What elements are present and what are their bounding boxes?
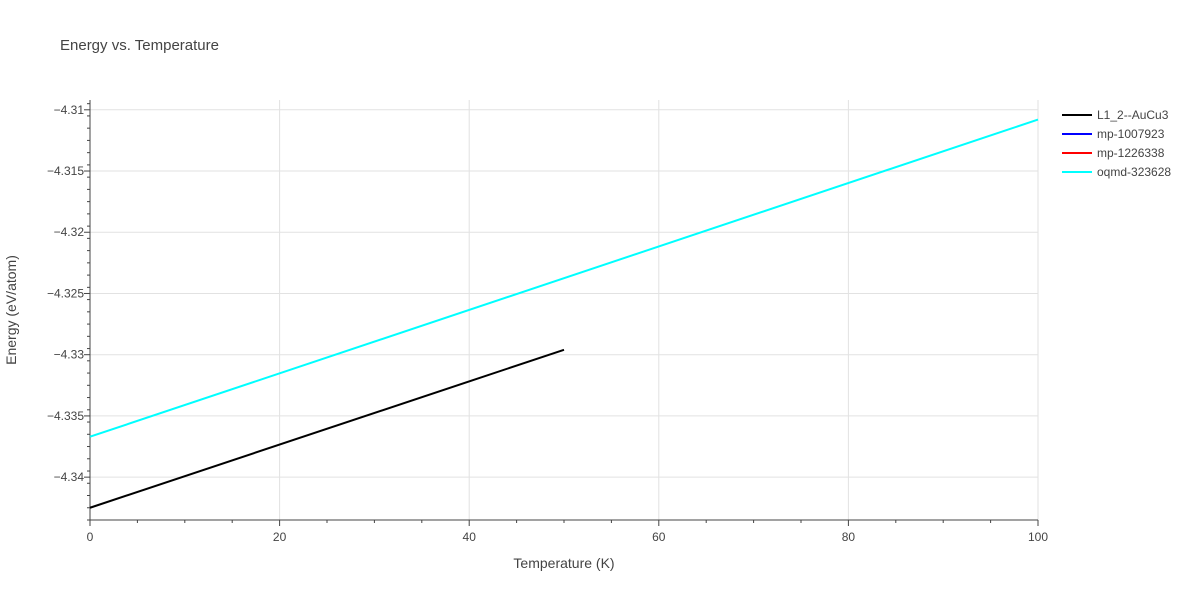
legend[interactable]: L1_2--AuCu3 mp-1007923 mp-1226338 oqmd-3236… (1062, 108, 1171, 179)
series-line-oqmd-323628 (89, 118, 1039, 438)
legend-item[interactable]: mp-1007923 (1062, 127, 1165, 141)
x-axis-title: Temperature (K) (513, 555, 614, 571)
y-tick-label: −4.315 (47, 164, 84, 178)
axes: 0 20 40 60 80 100 −4.34 −4.335 −4.33 −4.325 −4.32 −… (47, 100, 1048, 544)
legend-label: mp-1007923 (1097, 127, 1165, 141)
y-tick-label: −4.34 (54, 470, 85, 484)
y-tick-label: −4.32 (54, 225, 85, 239)
legend-item[interactable]: mp-1226338 (1062, 146, 1165, 160)
y-tick-label: −4.335 (47, 409, 84, 423)
y-axis-title: Energy (eV/atom) (3, 255, 19, 365)
legend-label: mp-1226338 (1097, 146, 1165, 160)
x-tick-label: 100 (1028, 530, 1048, 544)
x-tick-label: 0 (87, 530, 94, 544)
y-tick-label: −4.31 (54, 103, 85, 117)
legend-label: oqmd-323628 (1097, 165, 1171, 179)
y-tick-label: −4.325 (47, 286, 84, 300)
x-tick-label: 20 (273, 530, 287, 544)
grid (90, 100, 1039, 520)
y-tick-label: −4.33 (54, 348, 85, 362)
x-tick-label: 40 (463, 530, 477, 544)
x-tick-label: 80 (842, 530, 856, 544)
series-line-L1_2--AuCu3 (89, 348, 565, 509)
series-layer (89, 118, 1039, 509)
x-tick-label: 60 (652, 530, 666, 544)
legend-label: L1_2--AuCu3 (1097, 108, 1169, 122)
legend-item[interactable]: L1_2--AuCu3 (1062, 108, 1169, 122)
legend-item[interactable]: oqmd-323628 (1062, 165, 1171, 179)
chart-title: Energy vs. Temperature (60, 37, 219, 54)
